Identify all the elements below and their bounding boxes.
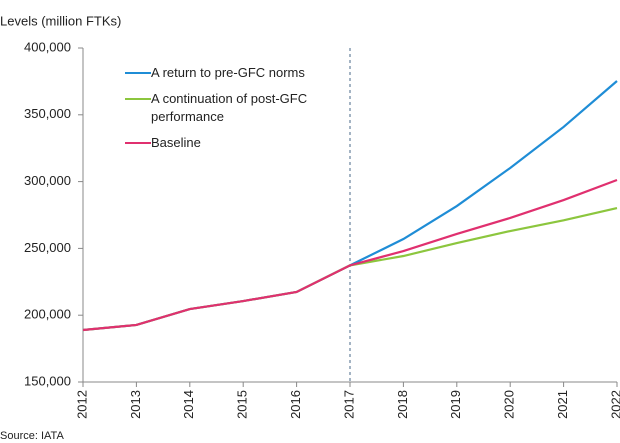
x-tick-label: 2021 [555, 390, 570, 419]
legend-label: A continuation of post-GFC performance [151, 91, 308, 124]
x-tick-label: 2017 [341, 390, 356, 419]
legend-item: A return to pre-GFC norms [125, 64, 336, 82]
legend-swatch [125, 72, 151, 74]
y-tick-label: 400,000 [24, 39, 71, 54]
legend-swatch [125, 98, 151, 100]
x-tick-label: 2016 [288, 390, 303, 419]
y-tick-label: 300,000 [24, 173, 71, 188]
legend-item: A continuation of post-GFC performance [125, 90, 336, 126]
legend-item: Baseline [125, 134, 336, 152]
legend-swatch [125, 142, 151, 144]
x-tick-label: 2012 [74, 390, 89, 419]
y-tick-label: 150,000 [24, 373, 71, 388]
y-axis-label: Levels (million FTKs) [0, 13, 121, 28]
source: Source: IATA [0, 430, 64, 442]
legend-label: Baseline [151, 135, 201, 150]
y-tick-label: 250,000 [24, 240, 71, 255]
y-tick-label: 350,000 [24, 106, 71, 121]
x-tick-label: 2014 [181, 390, 196, 419]
series-line [82, 206, 618, 332]
x-tick-label: 2022 [608, 390, 620, 419]
x-tick-label: 2020 [502, 390, 517, 419]
legend-label: A return to pre-GFC norms [151, 65, 305, 80]
x-tick-label: 2019 [448, 390, 463, 419]
x-tick-label: 2018 [395, 390, 410, 419]
x-tick-label: 2015 [235, 390, 250, 419]
series-line [82, 178, 618, 332]
x-tick-label: 2013 [128, 390, 143, 419]
legend: A return to pre-GFC norms A continuation … [125, 64, 336, 160]
y-tick-label: 200,000 [24, 307, 71, 322]
